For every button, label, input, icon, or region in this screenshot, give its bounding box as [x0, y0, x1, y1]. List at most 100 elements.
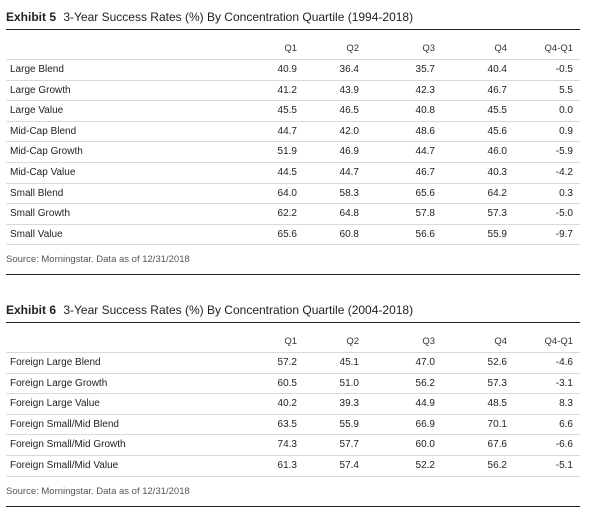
row-label: Foreign Small/Mid Growth: [10, 439, 126, 451]
table-row: Foreign Large Growth 60.5 51.0 56.2 57.3 -3.1: [6, 374, 580, 395]
table-cell: 51.0: [339, 377, 359, 389]
table-cell: -3.1: [555, 377, 573, 389]
column-header: Q3: [422, 43, 435, 54]
table-cell: 8.3: [559, 398, 573, 410]
row-label: Foreign Large Growth: [10, 377, 108, 389]
table-cell: 65.6: [415, 187, 435, 199]
table-cell: 60.0: [415, 439, 435, 451]
row-label: Foreign Small/Mid Value: [10, 459, 119, 471]
table-cell: 35.7: [415, 64, 435, 75]
table-body: Foreign Large Blend 57.2 45.1 47.0 52.6 -4.6 F…: [6, 352, 580, 477]
table-row: Foreign Small/Mid Blend 63.5 55.9 66.9 70.1 6…: [6, 415, 580, 436]
table-cell: 0.9: [559, 125, 573, 137]
table-body: Large Blend 40.9 36.4 35.7 40.4 -0.5 Large Gro…: [6, 59, 580, 246]
column-header: Q3: [422, 336, 435, 347]
table-cell: 40.4: [487, 64, 507, 75]
table-cell: 46.7: [415, 166, 435, 178]
table-cell: -5.9: [555, 146, 573, 158]
column-header: Q2: [346, 336, 359, 347]
table-row: Foreign Large Blend 57.2 45.1 47.0 52.6 -4.6: [6, 352, 580, 374]
table-row: Foreign Small/Mid Growth 74.3 57.7 60.0 67.6…: [6, 435, 580, 456]
table-cell: 0.3: [559, 187, 573, 199]
table-cell: 42.0: [339, 125, 359, 137]
table-cell: 45.5: [277, 105, 297, 117]
table-cell: 47.0: [415, 357, 435, 368]
table-cell: 46.9: [339, 146, 359, 158]
exhibit-tag: Exhibit 6: [6, 303, 57, 317]
table-cell: 45.5: [487, 105, 507, 117]
table-row: Mid-Cap Value 44.5 44.7 46.7 40.3 -4.2: [6, 163, 580, 184]
table-cell: 51.9: [277, 146, 297, 158]
table-cell: 62.2: [277, 208, 297, 220]
table-row: Small Growth 62.2 64.8 57.8 57.3 -5.0: [6, 204, 580, 225]
table-cell: 52.6: [487, 357, 507, 368]
table-cell: 70.1: [487, 418, 507, 430]
exhibit-5: Exhibit 5 3-Year Success Rates (%) By Co…: [6, 9, 580, 276]
table-cell: 60.8: [339, 228, 359, 240]
row-label: Small Value: [10, 228, 63, 240]
table-cell: 57.4: [339, 459, 359, 471]
table-cell: 6.6: [559, 418, 573, 430]
table-cell: 57.7: [339, 439, 359, 451]
exhibit-tag: Exhibit 5: [6, 10, 57, 24]
table-cell: 40.2: [277, 398, 297, 410]
row-label: Large Value: [10, 105, 64, 117]
table-cell: -5.1: [555, 459, 573, 471]
table-cell: 57.3: [487, 377, 507, 389]
table-cell: 48.5: [487, 398, 507, 410]
table-cell: 65.6: [277, 228, 297, 240]
row-label: Mid-Cap Growth: [10, 146, 83, 158]
table-cell: 74.3: [277, 439, 297, 451]
table-cell: 63.5: [277, 418, 297, 430]
table-row: Foreign Small/Mid Value 61.3 57.4 52.2 56.2 -…: [6, 456, 580, 477]
table-cell: 46.5: [339, 105, 359, 117]
exhibit-title-text: 3-Year Success Rates (%) By Concentratio…: [63, 303, 414, 317]
table-cell: 61.3: [277, 459, 297, 471]
row-label: Foreign Large Blend: [10, 357, 101, 368]
column-header: Q4: [494, 336, 507, 347]
column-header: Q4-Q1: [544, 336, 573, 347]
table-cell: 42.3: [415, 84, 435, 96]
table-cell: 44.7: [277, 125, 297, 137]
table-cell: -9.7: [555, 228, 573, 240]
row-label: Foreign Small/Mid Blend: [10, 418, 119, 430]
column-header: Q1: [284, 336, 297, 347]
table-cell: -4.6: [555, 357, 573, 368]
source-note: Source: Morningstar. Data as of 12/31/20…: [6, 254, 580, 276]
table-cell: 64.8: [339, 208, 359, 220]
row-label: Large Growth: [10, 84, 71, 96]
table-cell: 40.3: [487, 166, 507, 178]
column-header: Q1: [284, 43, 297, 54]
table-cell: 57.8: [415, 208, 435, 220]
table-cell: 44.5: [277, 166, 297, 178]
row-label: Large Blend: [10, 64, 64, 75]
exhibit-6: Exhibit 6 3-Year Success Rates (%) By Co…: [6, 302, 580, 507]
exhibit-title-text: 3-Year Success Rates (%) By Concentratio…: [63, 10, 414, 24]
column-header: Q4: [494, 43, 507, 54]
column-header-row: Q1 Q2 Q3 Q4 Q4-Q1: [6, 331, 580, 352]
table-cell: 64.2: [487, 187, 507, 199]
table-cell: 45.6: [487, 125, 507, 137]
table-row: Foreign Large Value 40.2 39.3 44.9 48.5 8.3: [6, 394, 580, 415]
column-header: Q4-Q1: [544, 43, 573, 54]
table-cell: 44.7: [415, 146, 435, 158]
table-cell: 64.0: [277, 187, 297, 199]
table-row: Mid-Cap Growth 51.9 46.9 44.7 46.0 -5.9: [6, 142, 580, 163]
table-cell: 56.2: [415, 377, 435, 389]
column-header-row: Q1 Q2 Q3 Q4 Q4-Q1: [6, 38, 580, 59]
table-cell: 36.4: [339, 64, 359, 75]
table-row: Mid-Cap Blend 44.7 42.0 48.6 45.6 0.9: [6, 122, 580, 143]
row-label: Foreign Large Value: [10, 398, 100, 410]
table-row: Large Growth 41.2 43.9 42.3 46.7 5.5: [6, 81, 580, 102]
table-cell: 40.9: [277, 64, 297, 75]
table-row: Small Blend 64.0 58.3 65.6 64.2 0.3: [6, 184, 580, 205]
table-cell: 57.2: [277, 357, 297, 368]
table-cell: 40.8: [415, 105, 435, 117]
table-row: Small Value 65.6 60.8 56.6 55.9 -9.7: [6, 225, 580, 246]
source-note: Source: Morningstar. Data as of 12/31/20…: [6, 486, 580, 507]
table-cell: 56.6: [415, 228, 435, 240]
table-cell: 55.9: [339, 418, 359, 430]
table-row: Large Blend 40.9 36.4 35.7 40.4 -0.5: [6, 59, 580, 81]
table-cell: 55.9: [487, 228, 507, 240]
table-cell: 48.6: [415, 125, 435, 137]
